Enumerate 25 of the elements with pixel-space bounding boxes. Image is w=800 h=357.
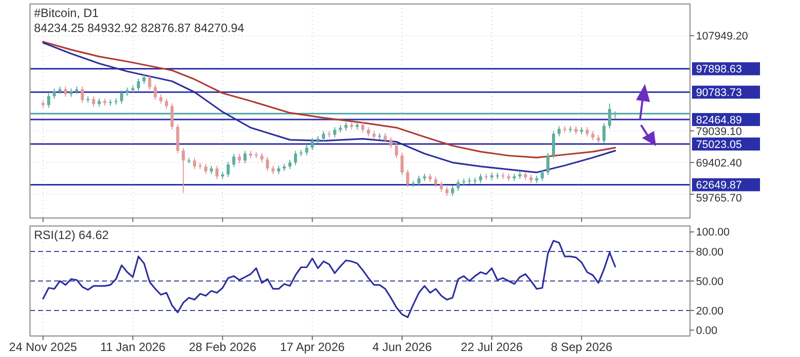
x-tick-label: 24 Nov 2025	[9, 340, 78, 354]
ref-line-label: 90783.73	[696, 87, 742, 100]
y-tick-label: 80.00	[696, 246, 724, 258]
y-tick-label: 100.00	[696, 226, 730, 239]
y-tick-label: 59765.70	[696, 192, 742, 205]
y-tick-label: 50.00	[696, 276, 724, 288]
ref-line-label: 62649.87	[696, 180, 742, 192]
x-tick-label: 22 Jul 2026	[460, 340, 524, 354]
y-tick-label: 69402.40	[696, 157, 742, 170]
ref-line-label: 75023.05	[696, 138, 742, 151]
y-tick-label: 79039.10	[696, 126, 742, 138]
chart-title: #Bitcoin, D1	[34, 6, 100, 20]
line-series	[42, 240, 616, 318]
text: 84234.25 84932.92 82876.87 84270.94	[34, 21, 245, 35]
x-tick-label: 28 Feb 2026	[188, 340, 257, 354]
x-tick-label: 17 Apr 2026	[280, 340, 346, 354]
x-tick-label: 11 Jan 2026	[100, 340, 166, 354]
y-tick-label: 20.00	[696, 305, 724, 318]
y-tick-label: 107949.20	[696, 30, 748, 43]
y-tick-label: 0.00	[696, 324, 718, 337]
x-tick-label: 4 Jun 2026	[372, 340, 432, 354]
ref-line-label: 97898.63	[696, 64, 742, 76]
x-tick-label: 8 Sep 2026	[550, 340, 613, 354]
ref-line-label: 82464.89	[696, 114, 742, 126]
chart-title: RSI(12) 64.62	[34, 228, 110, 242]
